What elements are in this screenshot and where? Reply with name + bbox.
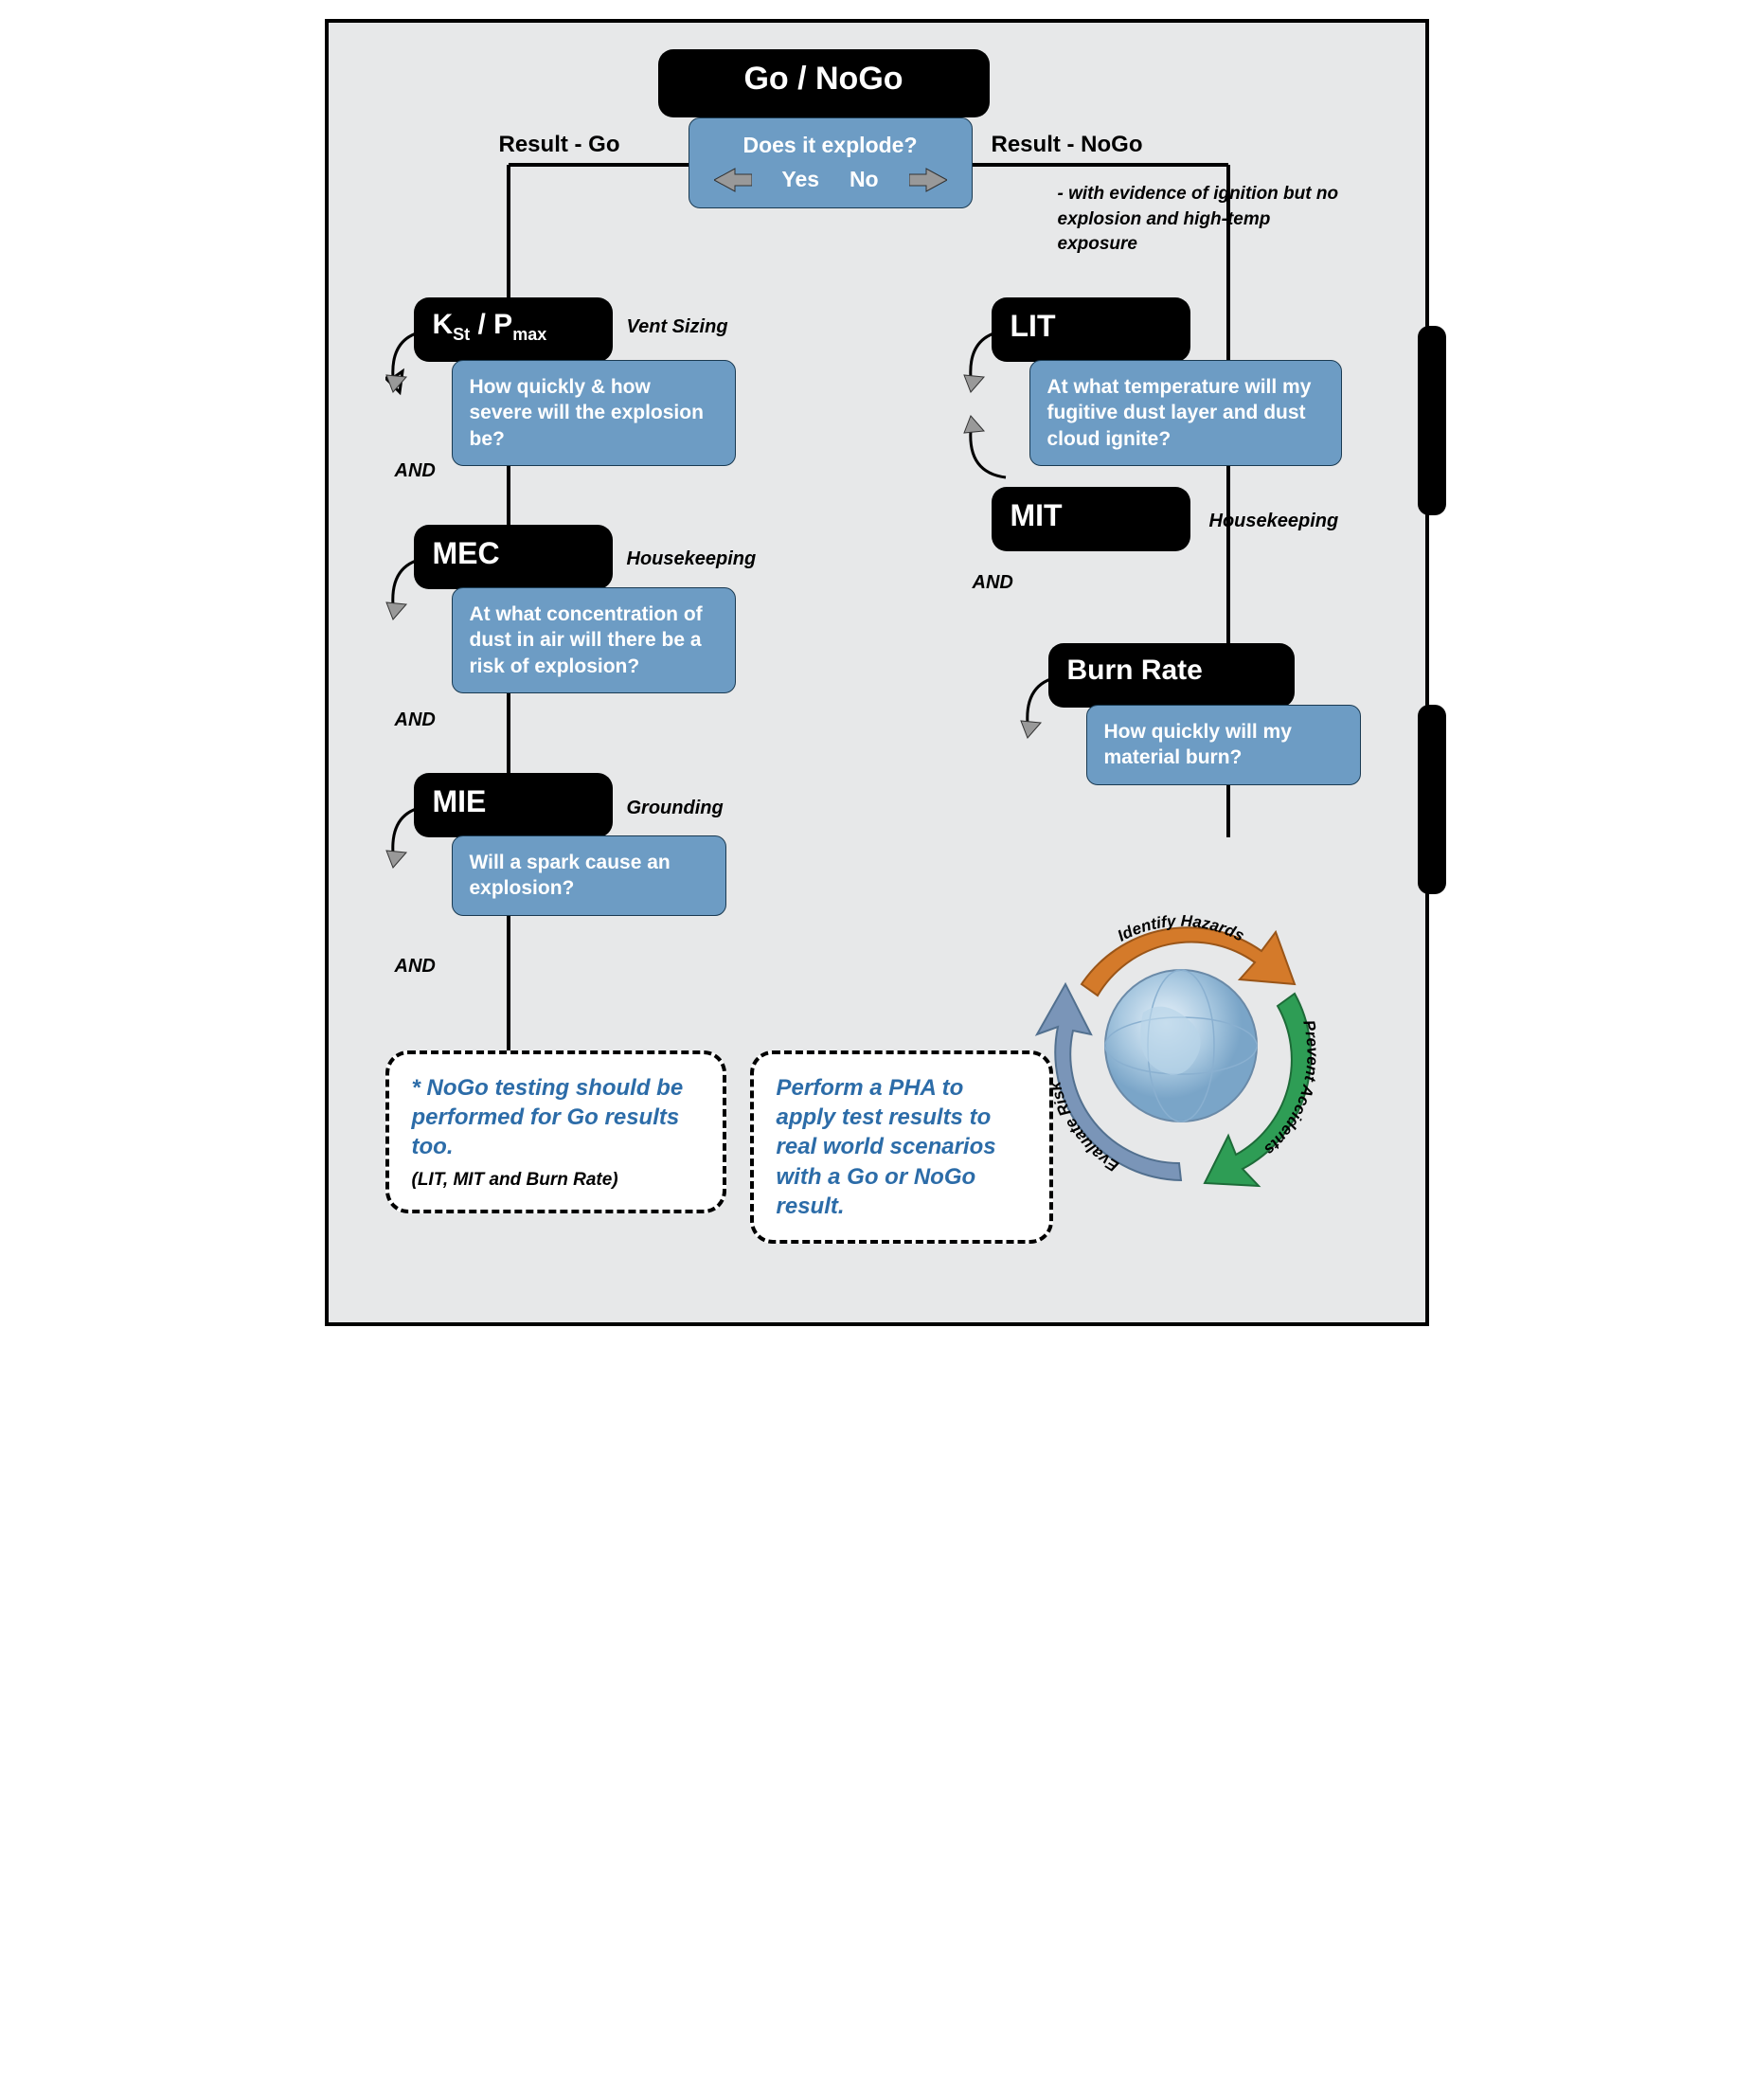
nogo-note: - with evidence of ignition but no explo… bbox=[1058, 182, 1351, 258]
loop-arrow-icon bbox=[963, 326, 1020, 402]
no-label: No bbox=[850, 166, 879, 194]
mec-question: At what concentration of dust in air wil… bbox=[452, 587, 736, 693]
note1-sub: (LIT, MIT and Burn Rate) bbox=[412, 1170, 700, 1191]
loop-arrow-icon bbox=[1020, 672, 1077, 747]
burn-rate-title: Burn Rate bbox=[1067, 655, 1203, 686]
decision-question: Does it explode? bbox=[707, 132, 955, 160]
lit-and: AND bbox=[973, 572, 1013, 594]
node-kst-pmax: KSt / Pmax bbox=[414, 297, 613, 362]
loop-arrow-up-icon bbox=[963, 406, 1020, 482]
loop-arrow-icon bbox=[385, 801, 442, 877]
kst-and: AND bbox=[395, 460, 436, 482]
note1-main: * NoGo testing should be performed for G… bbox=[412, 1073, 700, 1162]
diagram-frame: Go / NoGo Does it explode? Yes No Result… bbox=[325, 19, 1429, 1326]
node-burn-rate: Burn Rate bbox=[1048, 643, 1295, 708]
mit-side-label: Housekeeping bbox=[1209, 511, 1339, 532]
result-go-label: Result - Go bbox=[499, 132, 620, 158]
mec-side-label: Housekeeping bbox=[627, 548, 757, 570]
arrow-left-icon bbox=[714, 168, 752, 192]
mie-side-label: Grounding bbox=[627, 798, 724, 819]
kst-pmax-title: KSt / Pmax bbox=[433, 309, 547, 340]
node-mie: MIE bbox=[414, 773, 613, 837]
mie-question: Will a spark cause an explosion? bbox=[452, 835, 726, 916]
side-tab bbox=[1418, 326, 1446, 515]
mec-title: MEC bbox=[433, 536, 500, 570]
note-box-1: * NoGo testing should be performed for G… bbox=[385, 1050, 726, 1213]
result-nogo-label: Result - NoGo bbox=[992, 132, 1143, 158]
svg-text:Evaluate Risk: Evaluate Risk bbox=[1046, 1079, 1121, 1176]
cycle-label-2: Evaluate Risk bbox=[1046, 1079, 1121, 1176]
go-nogo-title: Go / NoGo bbox=[743, 61, 903, 97]
loop-arrow-icon bbox=[385, 326, 442, 402]
node-go-nogo: Go / NoGo bbox=[658, 49, 990, 117]
kst-question: How quickly & how severe will the explos… bbox=[452, 360, 736, 466]
burn-rate-question: How quickly will my material burn? bbox=[1086, 705, 1361, 785]
mie-and: AND bbox=[395, 956, 436, 978]
node-lit: LIT bbox=[992, 297, 1190, 362]
yes-label: Yes bbox=[781, 166, 819, 194]
decision-explode: Does it explode? Yes No bbox=[689, 117, 973, 208]
lit-question: At what temperature will my fugitive dus… bbox=[1029, 360, 1342, 466]
node-mec: MEC bbox=[414, 525, 613, 589]
loop-arrow-icon bbox=[385, 553, 442, 629]
side-tab bbox=[1418, 705, 1446, 894]
note2-main: Perform a PHA to apply test results to r… bbox=[777, 1073, 1027, 1221]
kst-side-label: Vent Sizing bbox=[627, 316, 728, 338]
cycle-graphic: Identify Hazards Prevent Accidents Evalu… bbox=[992, 847, 1370, 1226]
mec-and: AND bbox=[395, 709, 436, 731]
node-mit: MIT bbox=[992, 487, 1190, 551]
arrow-right-icon bbox=[909, 168, 947, 192]
mit-title: MIT bbox=[1011, 498, 1063, 532]
